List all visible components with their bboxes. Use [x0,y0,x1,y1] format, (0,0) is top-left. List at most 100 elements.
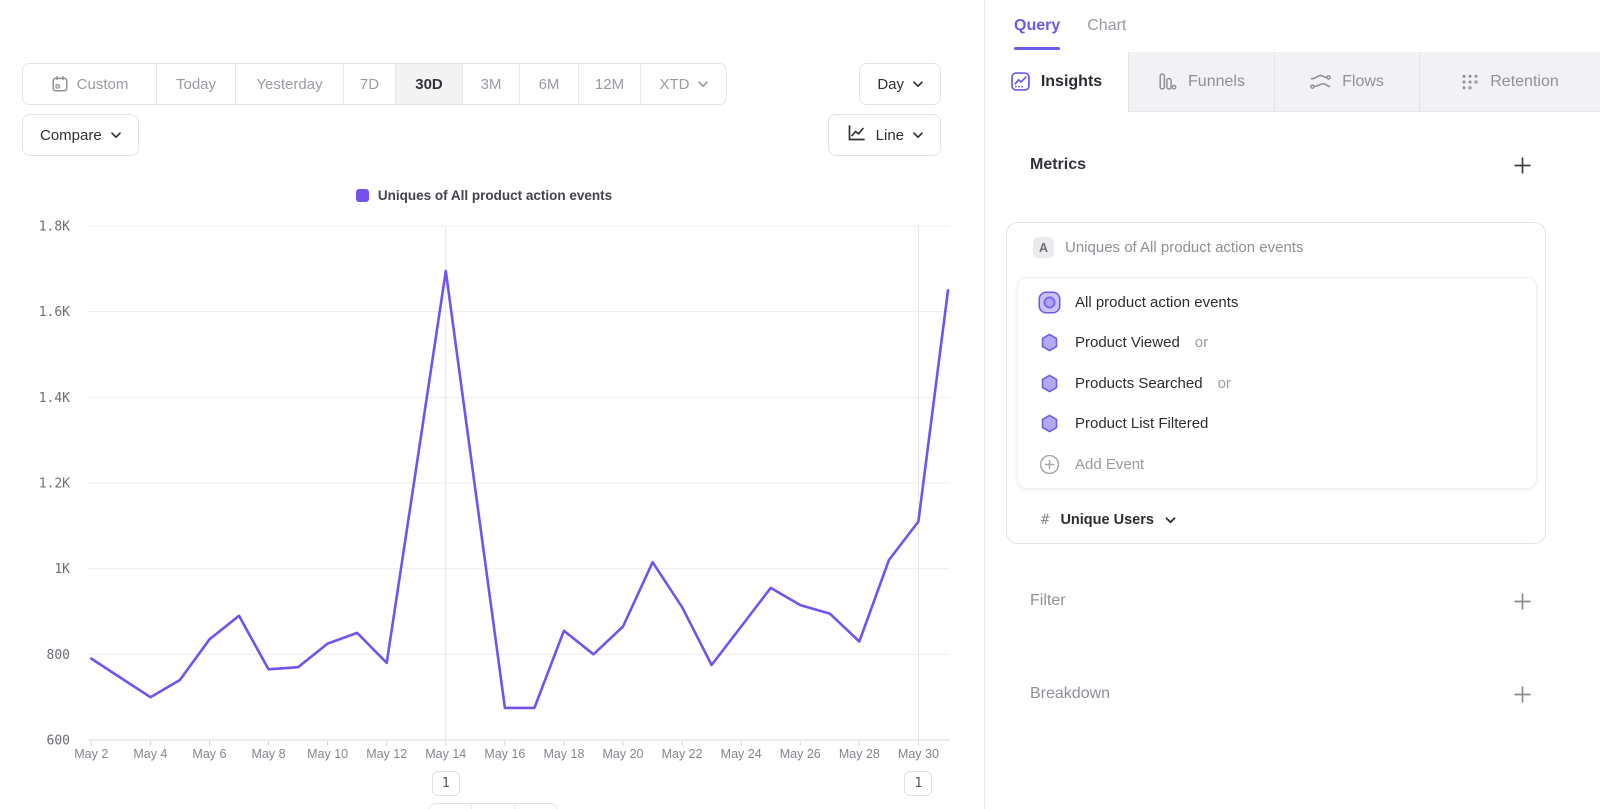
panel-divider [984,0,985,809]
date-range-label: 30D [415,75,443,93]
add-metric-button[interactable] [1513,156,1532,175]
chevron-down-icon [1165,516,1176,524]
event-row-1[interactable]: All product action events [1018,282,1536,323]
panel-tab-query[interactable]: Query [1014,0,1061,52]
date-range-label: 12M [594,75,625,93]
report-tab-label: Funnels [1188,72,1245,90]
date-range-segmented-control: Custom Today Yesterday 7D 30D 3M 6M 12M XTD [22,63,727,105]
annotation-count-badge[interactable]: 1 [431,771,460,796]
x-axis-label: May 12 [366,747,407,761]
x-axis-label: May 14 [425,747,466,761]
x-axis-label: May 4 [133,747,167,761]
query-panel: Query Chart Insights Funnels Flows Retention… [985,0,1600,809]
report-tab-label: Insights [1040,72,1103,90]
chart-type-dropdown[interactable]: Line [827,114,941,156]
view-toolbar: Compare Line [22,114,941,156]
chart-footer-cutoff [428,803,558,809]
insights-icon [1011,72,1030,91]
y-axis-label: 1K [54,562,70,577]
event-row-2[interactable]: Product Viewed or [1018,323,1536,364]
date-range-7d[interactable]: 7D [344,64,396,104]
hash-icon: # [1041,512,1050,528]
date-toolbar: Custom Today Yesterday 7D 30D 3M 6M 12M XTD Day [22,63,941,105]
breakdown-section-label: Breakdown [1030,685,1111,702]
event-hexagon-icon [1036,333,1062,352]
chart-type-label: Line [875,126,904,144]
add-filter-button[interactable] [1513,592,1532,611]
event-name: Products Searched [1075,374,1203,392]
date-range-label: 3M [480,75,502,93]
y-axis-label: 1.2K [39,477,70,492]
breakdown-section-row: Breakdown [1030,681,1532,707]
x-axis-label: May 10 [307,747,348,761]
report-tab-insights[interactable]: Insights [985,52,1128,112]
event-operator-label: or [1217,374,1231,392]
event-row-3[interactable]: Products Searched or [1018,363,1536,404]
x-axis-label: May 6 [192,747,226,761]
annotation-count-badge[interactable]: 1 [904,771,933,796]
report-tab-flows[interactable]: Flows [1274,52,1419,112]
chevron-down-icon [913,80,923,88]
report-tab-label: Flows [1342,72,1384,90]
metric-summary: Uniques of All product action events [1065,239,1304,256]
event-row-4[interactable]: Product List Filtered [1018,404,1536,445]
x-axis-label: May 28 [839,747,880,761]
date-range-xtd[interactable]: XTD [641,64,726,104]
metric-letter-chip: A [1033,237,1054,258]
date-range-3m[interactable]: 3M [463,64,520,104]
add-breakdown-button[interactable] [1513,685,1532,704]
y-axis-label: 1.8K [39,220,70,235]
chevron-down-icon [697,80,708,88]
date-range-30d[interactable]: 30D [396,64,463,104]
date-range-today[interactable]: Today [157,64,236,104]
merged-event-icon [1036,291,1062,314]
y-axis-label: 800 [47,648,70,663]
y-axis-label: 600 [47,734,70,749]
report-tab-funnels[interactable]: Funnels [1128,52,1274,112]
date-range-label: Custom [76,75,129,93]
granularity-dropdown[interactable]: Day [859,63,941,105]
x-axis-label: May 8 [252,747,286,761]
date-range-label: Yesterday [256,75,323,93]
event-name: Product Viewed [1075,334,1180,352]
x-axis-label: May 16 [484,747,525,761]
date-range-custom[interactable]: Custom [23,64,157,104]
x-axis-label: May 30 [898,747,939,761]
date-range-label: XTD [659,75,690,93]
x-axis-label: May 24 [721,747,762,761]
date-range-label: 6M [538,75,560,93]
add-event-button[interactable]: Add Event [1018,444,1536,485]
date-range-6m[interactable]: 6M [520,64,579,104]
panel-tab-chart[interactable]: Chart [1087,17,1127,34]
retention-icon [1461,73,1479,91]
legend-label[interactable]: Uniques of All product action events [377,188,613,203]
add-event-plus-icon [1036,454,1062,475]
legend-swatch[interactable] [355,189,369,202]
metrics-header-row: Metrics [1030,152,1532,178]
date-range-label: Today [175,75,217,93]
date-range-12m[interactable]: 12M [579,64,641,104]
chevron-down-icon [913,131,923,139]
measurement-label: Unique Users [1060,512,1154,528]
report-tab-retention[interactable]: Retention [1419,52,1600,112]
y-axis-label: 1.4K [39,391,70,406]
date-range-yesterday[interactable]: Yesterday [236,64,344,104]
line-chart-icon [846,123,867,147]
compare-label: Compare [40,126,102,144]
compare-dropdown[interactable]: Compare [22,114,139,156]
calendar-icon [51,75,69,93]
metrics-heading: Metrics [1030,156,1087,173]
panel-header-tabs: Query Chart [1014,0,1126,52]
chevron-down-icon [110,131,121,139]
filter-section-row: Filter [1030,588,1532,614]
series-line [90,269,950,710]
event-name: All product action events [1075,293,1239,311]
event-list-card: All product action events Product Viewed o… [1017,277,1537,489]
report-tab-label: Retention [1490,72,1559,90]
x-axis-label: May 20 [603,747,644,761]
measurement-dropdown[interactable]: # Unique Users [1007,497,1545,543]
metric-card-header[interactable]: A Uniques of All product action events [1007,223,1545,258]
event-hexagon-icon [1036,374,1062,393]
y-axis-label: 1.6K [39,305,70,320]
x-axis-label: May 22 [662,747,703,761]
